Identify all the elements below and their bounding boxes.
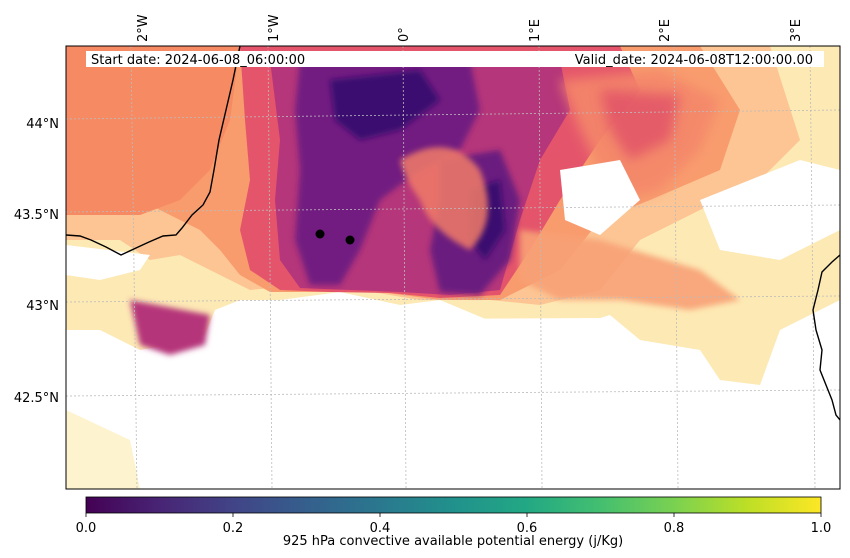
lon-label-0: 0° <box>397 27 412 42</box>
colorbar-tick-0: 0.0 <box>76 521 97 536</box>
date-banner <box>86 51 824 67</box>
colorbar-tick-2: 0.4 <box>370 521 391 536</box>
colorbar-tick-5: 1.0 <box>811 521 832 536</box>
latitude-labels: 44°N 43.5°N 43°N 42.5°N <box>14 117 59 406</box>
lat-label-43n: 43°N <box>26 299 59 314</box>
valid-date-label: Valid_date: 2024-06-08T12:00:00.00 <box>575 53 813 68</box>
lon-label-2e: 2°E <box>658 19 673 42</box>
colorbar-tick-4: 0.8 <box>664 521 685 536</box>
lat-label-43-5n: 43.5°N <box>14 208 59 223</box>
colorbar-label: 925 hPa convective available potential e… <box>283 534 623 549</box>
map-frame <box>65 45 841 490</box>
lat-label-44n: 44°N <box>26 117 59 132</box>
cape-field <box>66 46 840 489</box>
colorbar: 0.0 0.2 0.4 0.6 0.8 1.0 925 hPa convecti… <box>76 496 832 549</box>
map-area: Start date: 2024-06-08_06:00:00 Valid_da… <box>65 45 841 490</box>
colorbar-tick-3: 0.6 <box>517 521 538 536</box>
marker-1 <box>315 229 325 239</box>
colorbar-gradient <box>85 496 822 514</box>
lon-label-3e: 3°E <box>789 19 804 42</box>
lat-label-42-5n: 42.5°N <box>14 391 59 406</box>
marker-2 <box>345 235 355 245</box>
start-date-label: Start date: 2024-06-08_06:00:00 <box>91 53 305 68</box>
gridlines <box>66 46 840 489</box>
lon-label-1e: 1°E <box>528 19 543 42</box>
lon-label-1w: 1°W <box>267 14 282 42</box>
longitude-labels: 2°W 1°W 0° 1°E 2°E 3°E <box>136 14 804 42</box>
coastline <box>66 46 840 421</box>
lon-label-2w: 2°W <box>136 14 151 42</box>
colorbar-tick-1: 0.2 <box>223 521 244 536</box>
